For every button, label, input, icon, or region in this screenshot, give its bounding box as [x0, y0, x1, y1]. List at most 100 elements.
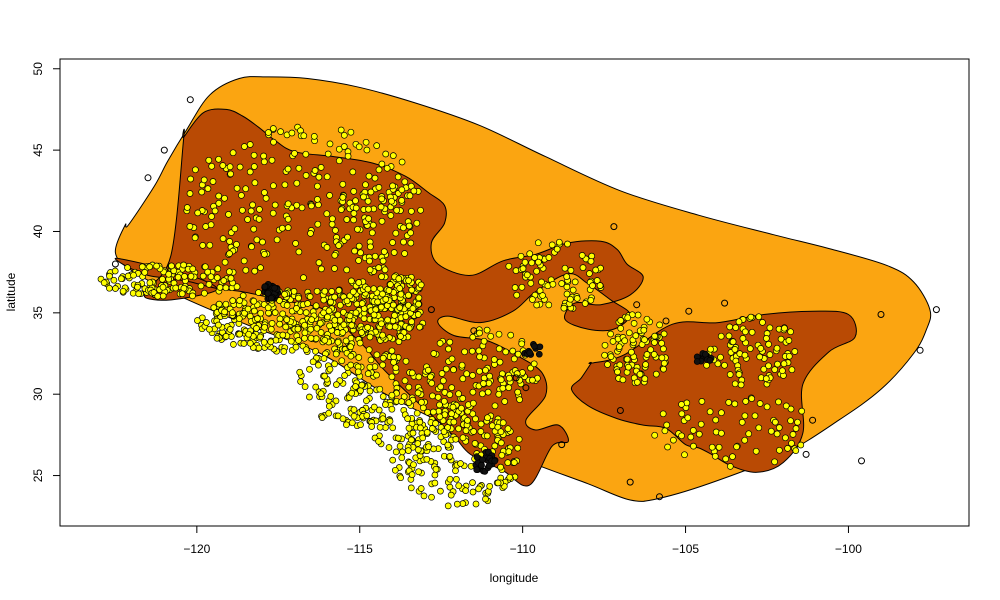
data-point	[317, 390, 325, 398]
data-point	[400, 224, 407, 232]
data-point	[270, 182, 277, 190]
data-point	[301, 383, 309, 390]
data-point	[396, 285, 404, 292]
x-tick-label: −110	[510, 542, 536, 556]
data-point	[782, 402, 790, 410]
data-point	[375, 406, 383, 414]
data-point	[281, 290, 288, 298]
data-point	[737, 381, 745, 389]
data-point	[340, 131, 348, 139]
data-point	[413, 409, 421, 417]
data-point	[416, 323, 423, 331]
data-point	[656, 493, 663, 501]
data-point	[738, 418, 746, 426]
data-point	[379, 257, 387, 265]
data-point	[408, 318, 415, 326]
data-point	[214, 265, 222, 273]
data-point	[233, 184, 241, 192]
data-point	[257, 309, 265, 317]
data-point	[378, 320, 385, 328]
data-point	[633, 378, 641, 386]
data-point	[256, 333, 264, 341]
data-point	[788, 366, 796, 374]
data-point	[480, 380, 487, 387]
data-point	[877, 311, 885, 318]
data-point	[269, 125, 277, 132]
data-point	[316, 319, 324, 327]
data-point	[302, 309, 310, 316]
data-point	[415, 468, 422, 476]
data-point	[486, 372, 493, 380]
data-point	[380, 248, 388, 255]
data-point	[459, 434, 467, 442]
data-point	[497, 439, 505, 447]
data-point	[587, 257, 595, 265]
data-point	[255, 289, 262, 296]
data-point	[321, 372, 328, 380]
data-point	[382, 295, 390, 303]
data-point	[802, 450, 810, 458]
data-point	[698, 398, 706, 405]
data-point	[647, 346, 655, 354]
data-point	[382, 150, 390, 158]
data-point	[739, 335, 747, 342]
data-point	[468, 347, 476, 355]
data-point	[497, 376, 505, 384]
data-point	[545, 254, 553, 261]
data-point	[741, 328, 749, 336]
data-point	[626, 478, 634, 486]
data-point	[408, 369, 416, 377]
data-point	[430, 408, 437, 416]
data-point	[651, 332, 659, 340]
data-point	[226, 238, 233, 245]
data-point	[364, 370, 372, 377]
data-point	[491, 457, 499, 465]
data-point	[514, 350, 522, 358]
data-point	[264, 304, 272, 312]
y-tick-label: 30	[31, 387, 45, 401]
data-point	[233, 241, 240, 248]
data-point	[391, 312, 398, 319]
data-point	[355, 242, 363, 250]
data-point	[385, 444, 393, 451]
data-point	[291, 150, 298, 157]
data-point	[315, 173, 323, 181]
data-point	[250, 297, 258, 305]
data-point	[251, 267, 259, 275]
data-point	[350, 412, 358, 420]
data-point	[325, 402, 333, 410]
data-point	[382, 401, 389, 408]
data-point	[311, 167, 319, 174]
data-point	[332, 350, 340, 358]
data-point	[660, 345, 667, 353]
data-point	[437, 487, 444, 495]
data-point	[245, 330, 253, 338]
data-point	[718, 429, 725, 437]
data-point	[219, 235, 227, 242]
data-point	[279, 310, 287, 318]
data-point	[428, 493, 435, 501]
data-point	[222, 284, 230, 292]
data-point	[298, 204, 306, 212]
data-point	[355, 279, 363, 286]
data-point	[284, 224, 292, 231]
data-point	[364, 285, 372, 293]
data-point	[236, 330, 243, 338]
data-point	[534, 239, 542, 247]
data-point	[491, 402, 499, 410]
data-point	[347, 128, 355, 136]
data-point	[643, 351, 651, 358]
data-point	[567, 267, 575, 274]
data-point	[312, 347, 319, 355]
data-point	[129, 289, 137, 297]
y-tick-label: 50	[31, 62, 45, 76]
data-point	[397, 290, 405, 298]
data-point	[405, 324, 413, 332]
data-point	[159, 283, 167, 291]
data-point	[333, 381, 340, 388]
data-point	[257, 264, 264, 271]
data-point	[482, 495, 489, 503]
data-point	[545, 301, 553, 309]
data-point	[229, 149, 237, 157]
data-point	[417, 281, 425, 289]
